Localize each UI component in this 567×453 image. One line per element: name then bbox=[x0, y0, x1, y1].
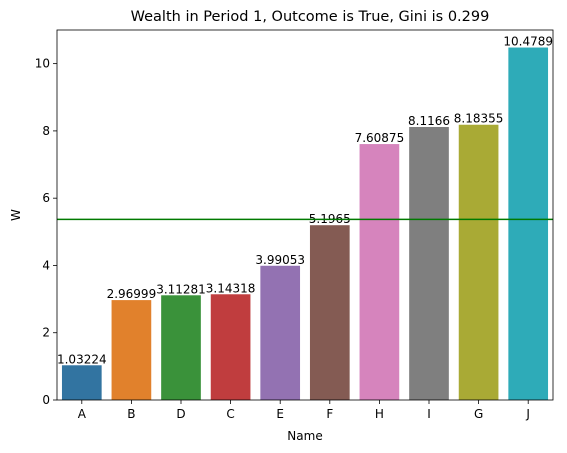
bar-d bbox=[161, 295, 201, 400]
data-label-b: 2.96999 bbox=[107, 287, 157, 301]
bars-layer bbox=[61, 47, 549, 401]
axes-layer bbox=[56, 29, 554, 401]
ticks-layer: A B D C E F H I G J 0 2 4 6 8 10 bbox=[35, 57, 530, 421]
x-tick-label-i: I bbox=[427, 407, 431, 421]
bar-f bbox=[309, 225, 350, 400]
y-tick-label-8: 8 bbox=[42, 124, 50, 138]
data-label-e: 3.99053 bbox=[255, 253, 305, 267]
x-tick-label-a: A bbox=[78, 407, 87, 421]
x-tick-label-c: C bbox=[226, 407, 234, 421]
bar-e bbox=[260, 265, 301, 400]
y-tick-label-4: 4 bbox=[42, 258, 50, 272]
x-tick-label-e: E bbox=[276, 407, 284, 421]
bar-b bbox=[111, 300, 152, 400]
x-tick-label-h: H bbox=[375, 407, 384, 421]
x-tick-label-g: G bbox=[474, 407, 483, 421]
chart-title: Wealth in Period 1, Outcome is True, Gin… bbox=[131, 9, 490, 25]
y-axis-label: W bbox=[9, 209, 23, 221]
bar-i bbox=[409, 126, 449, 400]
y-tick-label-6: 6 bbox=[42, 191, 50, 205]
data-label-h: 7.60875 bbox=[355, 131, 405, 145]
plot-frame bbox=[56, 29, 554, 401]
x-tick-label-b: B bbox=[127, 407, 135, 421]
x-tick-label-d: D bbox=[176, 407, 185, 421]
data-label-a: 1.03224 bbox=[57, 352, 107, 366]
bar-h bbox=[359, 144, 400, 400]
bar-j bbox=[508, 47, 549, 401]
x-axis-label: Name bbox=[287, 429, 322, 443]
y-tick-label-2: 2 bbox=[42, 326, 50, 340]
y-tick-label-10: 10 bbox=[35, 57, 50, 71]
x-tick-label-f: F bbox=[326, 407, 333, 421]
x-tick-label-j: J bbox=[525, 407, 530, 421]
data-label-d: 3.11281 bbox=[156, 282, 206, 296]
bar-c bbox=[210, 294, 251, 400]
bar-a bbox=[61, 365, 102, 400]
data-label-j: 10.4789 bbox=[503, 35, 553, 49]
data-label-i: 8.1166 bbox=[408, 114, 450, 128]
data-label-g: 8.18355 bbox=[454, 112, 504, 126]
data-label-c: 3.14318 bbox=[206, 281, 256, 295]
bar-g bbox=[458, 124, 499, 400]
y-tick-label-0: 0 bbox=[42, 393, 50, 407]
